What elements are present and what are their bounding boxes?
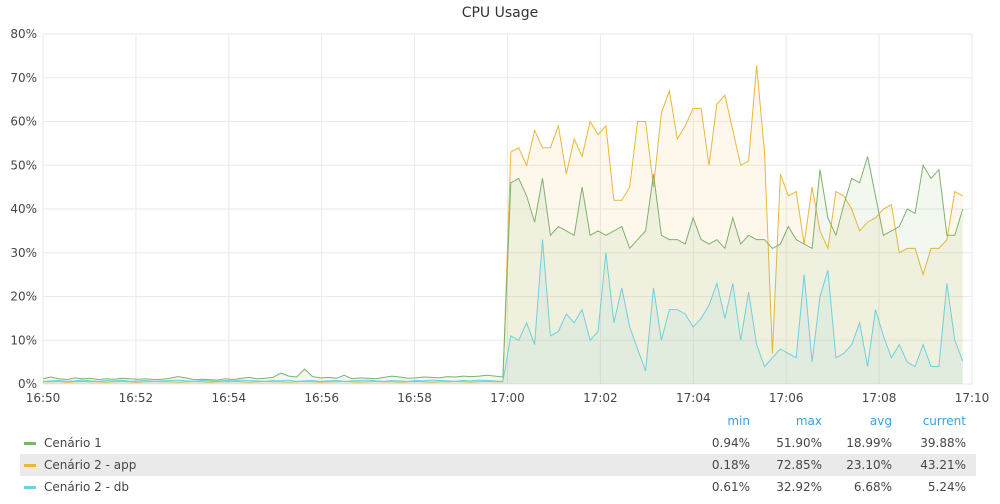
- series-line-cen-rio-1: [42, 156, 964, 381]
- y-tick-label: 30%: [10, 246, 37, 260]
- series-area-cen-rio-2-app: [43, 65, 963, 385]
- legend-header-min[interactable]: min: [727, 414, 750, 428]
- series-color-swatch[interactable]: [24, 486, 36, 489]
- x-tick-label: 16:54: [212, 391, 247, 405]
- series-color-swatch[interactable]: [24, 464, 36, 467]
- y-tick-label: 80%: [10, 27, 37, 41]
- legend-row-cenario-1[interactable]: Cenário 1 0.94% 51.90% 18.99% 39.88%: [20, 432, 976, 454]
- legend-header-current[interactable]: current: [922, 414, 966, 428]
- legend-value-avg: 23.10%: [846, 458, 892, 472]
- legend-value-max: 51.90%: [776, 436, 822, 450]
- legend-header: min max avg current: [20, 410, 976, 432]
- series-area-cen-rio-1: [43, 156, 963, 384]
- legend-row-cenario-2-app[interactable]: Cenário 2 - app 0.18% 72.85% 23.10% 43.2…: [20, 454, 976, 476]
- x-tick-label: 17:02: [583, 391, 618, 405]
- x-tick-label: 17:08: [862, 391, 897, 405]
- chart-title: CPU Usage: [461, 5, 539, 21]
- legend-value-max: 72.85%: [776, 458, 822, 472]
- y-tick-label: 0%: [18, 377, 37, 391]
- x-tick-label: 17:10: [955, 391, 990, 405]
- legend-header-max[interactable]: max: [795, 414, 822, 428]
- series-area-cen-rio-2-db: [43, 239, 963, 384]
- cpu-usage-chart: 0% 10% 20% 30% 40% 50% 60% 70% 80% 16:50 16:52 16:5…: [10, 27, 990, 405]
- legend-header-avg[interactable]: avg: [869, 414, 892, 428]
- y-tick-label: 60%: [10, 115, 37, 129]
- legend-value-avg: 6.68%: [853, 480, 892, 494]
- legend-series-name[interactable]: Cenário 2 - app: [44, 458, 137, 472]
- legend-value-avg: 18.99%: [846, 436, 892, 450]
- legend-value-min: 0.94%: [711, 436, 750, 450]
- legend-value-current: 39.88%: [920, 436, 966, 450]
- y-tick-label: 10%: [10, 333, 37, 347]
- legend-value-current: 43.21%: [920, 458, 966, 472]
- y-tick-label: 20%: [10, 290, 37, 304]
- x-tick-label: 17:04: [676, 391, 711, 405]
- y-tick-label: 70%: [10, 71, 37, 85]
- legend-series-name[interactable]: Cenário 2 - db: [44, 480, 129, 494]
- x-tick-label: 16:52: [119, 391, 154, 405]
- legend-table: min max avg current Cenário 1 0.94% 51.9…: [20, 410, 976, 498]
- x-tick-label: 17:06: [769, 391, 804, 405]
- legend-value-min: 0.61%: [711, 480, 750, 494]
- series-line-cen-rio-2-db: [42, 239, 964, 382]
- x-tick-label: 16:50: [26, 391, 61, 405]
- legend-value-max: 32.92%: [776, 480, 822, 494]
- y-tick-label: 50%: [10, 158, 37, 172]
- x-tick-label: 16:58: [397, 391, 432, 405]
- series-color-swatch[interactable]: [24, 442, 36, 445]
- y-tick-label: 40%: [10, 202, 37, 216]
- x-tick-label: 17:00: [490, 391, 525, 405]
- legend-row-cenario-2-db[interactable]: Cenário 2 - db 0.61% 32.92% 6.68% 5.24%: [20, 476, 976, 498]
- x-tick-label: 16:56: [304, 391, 339, 405]
- legend-value-current: 5.24%: [927, 480, 966, 494]
- legend-value-min: 0.18%: [711, 458, 750, 472]
- legend-series-name[interactable]: Cenário 1: [44, 436, 102, 450]
